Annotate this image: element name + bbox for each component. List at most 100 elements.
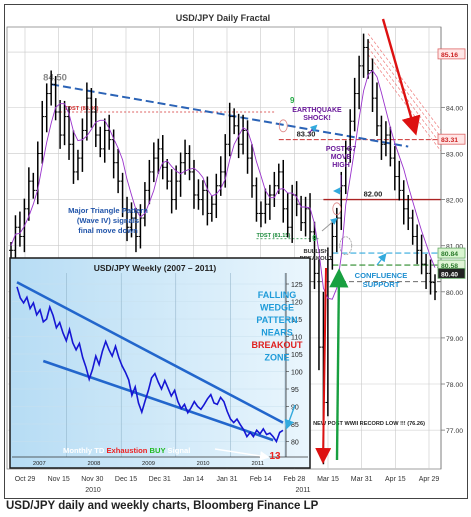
daily-price-tag-box: [437, 48, 466, 60]
weekly-y-tick-label: 120: [291, 300, 303, 307]
annotation-line: HIGH: [332, 162, 350, 169]
capitulation-down-arrow: [315, 267, 332, 464]
ohlc-bar: [227, 102, 232, 157]
ohlc-bar: [102, 118, 107, 163]
ohlc-bar: [330, 220, 335, 270]
ohlc-bar: [383, 121, 388, 157]
ohlc-bar: [174, 165, 179, 210]
wedge-upper-line: [16, 281, 284, 424]
ohlc-bar: [58, 100, 63, 149]
wedge-pattern-label-line: PATTERN: [256, 315, 297, 325]
daily-price-tag-label: 80.40: [441, 271, 458, 278]
daily-x-axis: Oct 29 Nov 15 Nov 30 Dec 15 Dec 31 Jan 14 Jan …: [15, 476, 440, 494]
annotation-line: SHOCK!: [303, 115, 331, 122]
ohlc-bar: [196, 179, 201, 210]
ohlc-bar: [13, 215, 18, 265]
annotation-line: BULLISH: [303, 249, 328, 255]
weekly-x-tick-label: 2007: [33, 461, 46, 467]
td-signal-arrow: [214, 448, 270, 461]
weekly-grid: [12, 273, 286, 457]
ohlc-bar: [187, 145, 192, 181]
ohlc-bar: [183, 139, 188, 175]
wedge-pattern-label-line: NEARS: [261, 328, 293, 338]
weekly-inset: USD/JPY Weekly (2007 – 2011) 125 120 115 11…: [9, 257, 311, 469]
ohlc-bar: [272, 171, 277, 207]
ohlc-bar: [357, 55, 362, 110]
wedge-pattern-label-line: FALLING: [258, 290, 297, 300]
breakout-pointer-arrow: [321, 217, 338, 232]
ohlc-bar: [160, 135, 165, 180]
ohlc-bar: [352, 77, 357, 132]
chart-frame: USD/JPY Daily Fractal TDST (83.90) 83.30 8…: [4, 4, 468, 499]
daily-x-tick-label: Mar 15: [317, 476, 339, 483]
ohlc-bar: [17, 211, 22, 247]
ohlc-bar: [169, 169, 174, 214]
channel-line: [367, 33, 442, 131]
daily-price-tag-box: [437, 267, 466, 279]
ohlc-bar: [433, 274, 437, 301]
ohlc-bar: [49, 70, 54, 106]
annotation-line: EARTHQUAKE: [292, 107, 342, 114]
daily-y-tick-label: 83.00: [446, 151, 463, 158]
weekly-wedge-lines: [16, 281, 284, 442]
weekly-y-tick-label: 105: [291, 352, 303, 359]
tdst-support-label: TDST (81.15): [256, 233, 290, 239]
wedge-breakout-arrow: [284, 404, 296, 430]
daily-price-tag-box: [437, 133, 466, 145]
ohlc-bar: [200, 180, 205, 216]
ohlc-bar: [214, 173, 219, 219]
daily-price-tag-label: 80.84: [441, 251, 458, 258]
ohlc-bar: [254, 177, 259, 222]
daily-y-tick-label: 84.00: [446, 105, 463, 112]
ohlc-bar: [401, 180, 406, 225]
daily-chart-title: USD/JPY Daily Fractal: [176, 13, 270, 23]
weekly-y-tick-label: 90: [291, 405, 299, 412]
ohlc-bar: [98, 126, 103, 158]
weekly-y-tick-label: 100: [291, 370, 303, 377]
annotation-line: CONFLUENCE: [355, 271, 408, 280]
td-signal-label-part: BUY: [147, 446, 165, 455]
ohlc-bar: [325, 247, 330, 417]
event-circle: [339, 236, 353, 256]
daily-price-tag-label: 80.58: [441, 263, 458, 270]
figure-caption: USD/JPY daily and weekly charts, Bloombe…: [6, 500, 319, 512]
wedge-pattern-label-line: ZONE: [264, 353, 289, 363]
ohlc-bar: [44, 83, 49, 133]
ohlc-bar: [232, 108, 237, 135]
ohlc-bar: [156, 138, 161, 174]
ohlc-bar: [31, 172, 36, 199]
ohlc-bar: [89, 88, 94, 128]
ohlc-bar: [285, 193, 290, 238]
daily-price-tag-label: 83.31: [441, 137, 458, 144]
daily-y-tick-label: 77.00: [446, 428, 463, 435]
chart-canvas: USD/JPY Daily Fractal TDST (83.90) 83.30 8…: [6, 13, 466, 494]
daily-y-tick-label: 82.00: [446, 198, 463, 205]
ohlc-bar: [241, 114, 246, 155]
tdst-label: TDST (83.90): [65, 106, 99, 112]
event-circle: [332, 202, 342, 216]
daily-price-tag-box: [437, 247, 466, 259]
ohlc-bar: [151, 142, 156, 183]
ohlc-bar: [250, 144, 255, 198]
td-signal-label: Monthly TD Exhaustion BUY Signal: [63, 446, 190, 455]
ohlc-bar: [424, 253, 429, 290]
ohlc-bar: [80, 118, 85, 172]
wedge-pattern-label-line: BREAKOUT: [252, 340, 304, 350]
weekly-y-tick-label: 85: [291, 422, 299, 429]
channel-line: [367, 40, 442, 138]
annotation-line: MOVE: [331, 154, 352, 161]
weekly-y-tick-label: 80: [291, 440, 299, 447]
ohlc-bar: [40, 100, 45, 164]
ohlc-bar: [415, 224, 420, 265]
annotation-line: SUPPORT: [363, 280, 400, 289]
weekly-x-tick-label: 2010: [197, 461, 210, 467]
channel-line: [367, 54, 442, 152]
ohlc-bar: [343, 140, 348, 195]
daily-y-tick-label: 79.00: [446, 336, 463, 343]
ohlc-bar: [53, 76, 58, 121]
ohlc-bar: [267, 184, 272, 220]
daily-x-tick-label: Feb 14: [250, 476, 272, 483]
ohlc-bar: [428, 259, 433, 295]
weekly-y-tick-label: 110: [291, 335, 302, 342]
